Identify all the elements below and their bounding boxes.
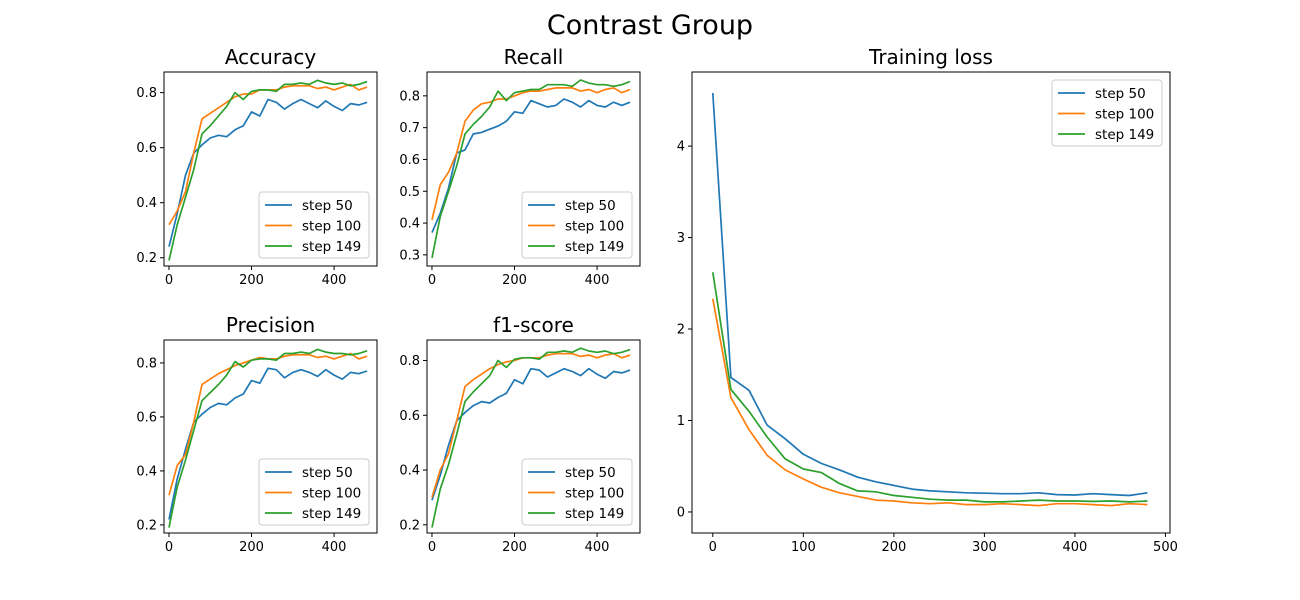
x-tick-label: 400 [322,273,347,288]
y-tick-label: 0.2 [136,251,157,266]
legend-label: step 50 [565,198,616,214]
subplot-title: Precision [226,313,315,337]
series-line-step-149 [431,79,631,259]
subplot-title: Training loss [868,45,993,69]
y-tick-label: 0.8 [136,86,157,101]
x-tick-label: 0 [428,273,436,288]
x-tick-label: 200 [239,273,264,288]
axes-frame [426,71,641,267]
legend-label: step 149 [302,506,361,522]
x-tick-label: 200 [239,540,264,555]
y-tick-label: 0.6 [136,410,157,425]
axes-frame [426,339,641,534]
legend-label: step 149 [565,239,624,255]
series-line-step-149 [168,79,368,261]
y-tick-label: 0.2 [136,518,157,533]
series-line-step-50 [168,98,368,247]
subplot-title: f1-score [493,313,574,337]
legend-box [258,458,370,526]
x-tick-label: 0 [709,540,717,555]
legend: step 50 step 100 step 149 [521,191,633,259]
legend: step 50 step 100 step 149 [258,458,370,526]
legend-label: step 100 [302,486,361,502]
series-line-step-149 [431,347,631,528]
x-tick-label: 400 [585,540,610,555]
y-tick-label: 4 [677,140,685,155]
series-line-step-50 [431,98,631,233]
y-tick-label: 0.4 [136,464,157,479]
x-tick-label: 400 [585,273,610,288]
series-line-step-100 [431,87,631,221]
x-tick-label: 0 [165,540,173,555]
x-tick-label: 400 [322,540,347,555]
y-tick-label: 0.8 [136,356,157,371]
legend-label: step 50 [1095,86,1146,102]
subplot-title: Accuracy [225,45,316,69]
y-tick-label: 0.7 [399,121,420,136]
x-tick-label: 200 [502,273,527,288]
subplot-accuracy: Accuracy 0 200 400 0.2 0.4 0.6 0.8 step 50 step 1… [136,45,378,288]
series-line-step-50 [711,92,1148,497]
y-tick-label: 0.4 [136,196,157,211]
y-tick-label: 0.4 [399,464,420,479]
legend-label: step 149 [565,506,624,522]
axes-frame [691,71,1171,534]
y-tick-label: 0.3 [399,248,420,263]
legend-label: step 100 [565,219,624,235]
legend-label: step 50 [302,198,353,214]
subplot-f1-score: f1-score 0 200 400 0.2 0.4 0.6 0.8 step 50 step 1… [399,313,641,555]
legend: step 50 step 100 step 149 [258,191,370,259]
y-tick-label: 0.6 [136,141,157,156]
y-tick-label: 0.5 [399,185,420,200]
legend-label: step 100 [565,486,624,502]
legend-label: step 50 [565,465,616,481]
series-line-step-149 [711,272,1148,503]
axes-frame [163,71,378,267]
legend: step 50 step 100 step 149 [521,458,633,526]
x-tick-label: 200 [881,540,906,555]
x-tick-label: 500 [1153,540,1178,555]
figure-title: Contrast Group [547,10,753,41]
subplot-training-loss: Training loss 0 100 200 300 400 500 0 1 2 3 4 step 5… [677,45,1178,555]
series-line-step-50 [168,367,368,520]
x-tick-label: 0 [165,273,173,288]
y-tick-label: 1 [677,414,685,429]
x-tick-label: 0 [428,540,436,555]
legend-box [521,458,633,526]
series-line-step-149 [168,348,368,528]
legend-label: step 100 [302,219,361,235]
legend-label: step 100 [1095,107,1154,123]
series-line-step-50 [431,367,631,501]
x-tick-label: 100 [791,540,816,555]
legend: step 50 step 100 step 149 [1051,79,1163,147]
x-tick-label: 200 [502,540,527,555]
y-tick-label: 0.6 [399,409,420,424]
y-tick-label: 0.4 [399,217,420,232]
legend-label: step 149 [1095,127,1154,143]
y-tick-label: 0.2 [399,518,420,533]
series-line-step-100 [711,298,1148,507]
y-tick-label: 0 [677,505,685,520]
y-tick-label: 2 [677,323,685,338]
legend-label: step 50 [302,465,353,481]
axes-frame [163,339,378,534]
y-tick-label: 0.8 [399,89,420,104]
x-tick-label: 300 [972,540,997,555]
legend-label: step 149 [302,239,361,255]
legend-box [521,191,633,259]
y-tick-label: 0.8 [399,354,420,369]
legend-box [258,191,370,259]
subplot-title: Recall [504,45,564,69]
legend-box [1051,79,1163,147]
y-tick-label: 0.6 [399,153,420,168]
x-tick-label: 400 [1063,540,1088,555]
y-tick-label: 3 [677,231,685,246]
